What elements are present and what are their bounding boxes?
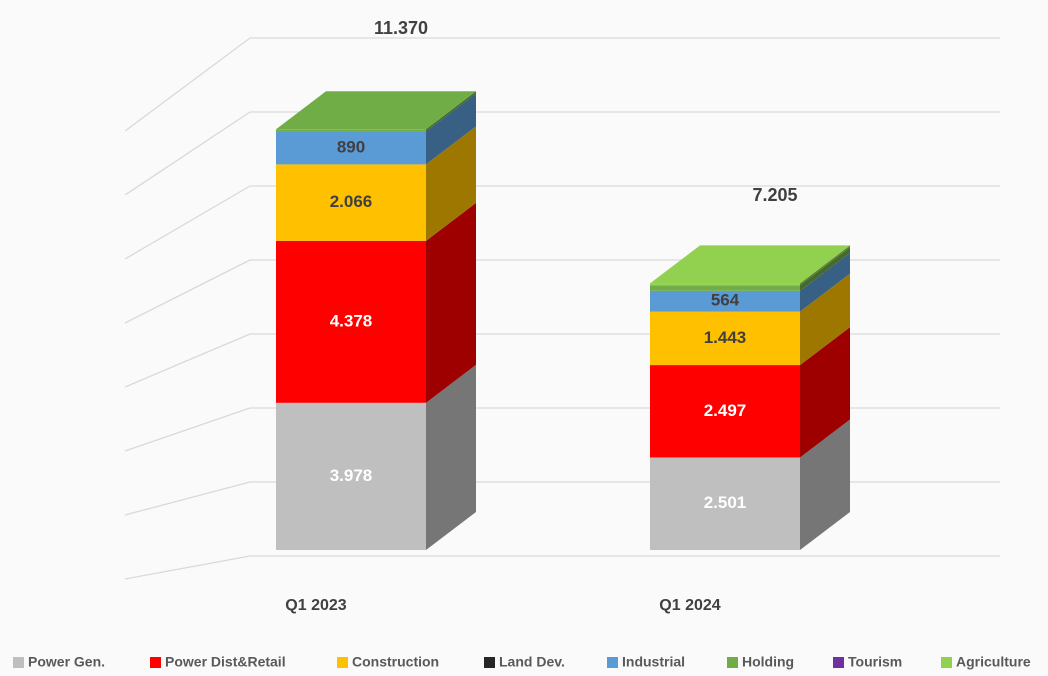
bar-front [650, 457, 800, 550]
bar-side [426, 364, 476, 550]
legend-label: Land Dev. [499, 654, 565, 670]
grid-line-side [124, 407, 251, 452]
total-label: 11.370 [374, 18, 428, 38]
bar-front [650, 285, 800, 291]
grid-line-side [124, 37, 251, 132]
grid-line-side [124, 259, 251, 324]
legend-swatch [607, 657, 618, 668]
grid-line-side [124, 111, 251, 196]
data-label: 2.066 [330, 192, 373, 211]
legend-label: Power Gen. [28, 654, 105, 670]
data-label: 2.497 [704, 401, 747, 420]
bar-front [276, 240, 426, 403]
bar-front [650, 290, 800, 312]
legend-label: Industrial [622, 654, 685, 670]
bar-segment: 564 [650, 252, 850, 312]
legend-item: Land Dev. [484, 654, 565, 670]
legend-item: Tourism [833, 654, 902, 670]
bar-front [276, 131, 426, 165]
legend-swatch [941, 657, 952, 668]
legend-item: Construction [337, 654, 439, 670]
grid-line [124, 185, 1000, 260]
grid-line [124, 111, 1000, 196]
bar-segment [650, 247, 850, 291]
bar-segment: 2.066 [276, 126, 476, 241]
grid-line [124, 407, 1000, 452]
legend-label: Holding [742, 654, 794, 670]
legend-label: Tourism [848, 654, 902, 670]
bar-side [800, 327, 850, 458]
bar-segment: 3.978 [276, 364, 476, 550]
grid-line [124, 555, 1000, 580]
bar-front [276, 129, 426, 132]
bar-top [276, 91, 476, 130]
grid-line [124, 259, 1000, 324]
x-tick-label: Q1 2023 [285, 597, 346, 614]
bar-front [650, 365, 800, 458]
bar-segment [276, 91, 476, 132]
grid-line-side [124, 481, 251, 516]
data-label: 564 [711, 291, 740, 310]
bar-segment: 2.497 [650, 327, 850, 458]
legend-swatch [337, 657, 348, 668]
bar-segment [650, 245, 850, 286]
grid-line-side [124, 555, 251, 580]
legend-item: Holding [727, 654, 794, 670]
bar-front [650, 283, 800, 286]
bar-side [800, 419, 850, 550]
bar-side [426, 202, 476, 403]
grid-line [124, 37, 1000, 132]
data-label: 890 [337, 137, 365, 156]
grid-line [124, 333, 1000, 388]
bar-front [276, 402, 426, 550]
bar-side [426, 126, 476, 241]
bar-side [426, 93, 476, 165]
data-label: 3.978 [330, 466, 373, 485]
bar-side [800, 245, 850, 286]
bar-front [650, 311, 800, 366]
legend-item: Industrial [607, 654, 685, 670]
legend-swatch [484, 657, 495, 668]
bar-segment: 890 [276, 93, 476, 165]
bar-front [276, 164, 426, 241]
legend-label: Agriculture [956, 654, 1031, 670]
bar-top [650, 245, 850, 284]
bar-side [800, 247, 850, 291]
data-label: 4.378 [330, 311, 373, 330]
legend-item: Power Dist&Retail [150, 654, 286, 670]
data-label: 2.501 [704, 493, 747, 512]
data-label: 1.443 [704, 328, 747, 347]
grid-line [124, 481, 1000, 516]
x-tick-label: Q1 2024 [659, 597, 720, 614]
bar-segment: 1.443 [650, 273, 850, 366]
grid-line-side [124, 333, 251, 388]
total-label: 7.205 [752, 185, 797, 205]
legend-swatch [13, 657, 24, 668]
bar-segment: 2.501 [650, 419, 850, 550]
bar-segment: 4.378 [276, 202, 476, 403]
legend-swatch [727, 657, 738, 668]
bar-side [800, 252, 850, 312]
legend-swatch [833, 657, 844, 668]
legend-label: Construction [352, 654, 439, 670]
legend-label: Power Dist&Retail [165, 654, 286, 670]
bar-side [800, 273, 850, 366]
grid-line-side [124, 185, 251, 260]
legend-swatch [150, 657, 161, 668]
legend-item: Agriculture [941, 654, 1031, 670]
bar-side [426, 91, 476, 132]
legend-item: Power Gen. [13, 654, 105, 670]
